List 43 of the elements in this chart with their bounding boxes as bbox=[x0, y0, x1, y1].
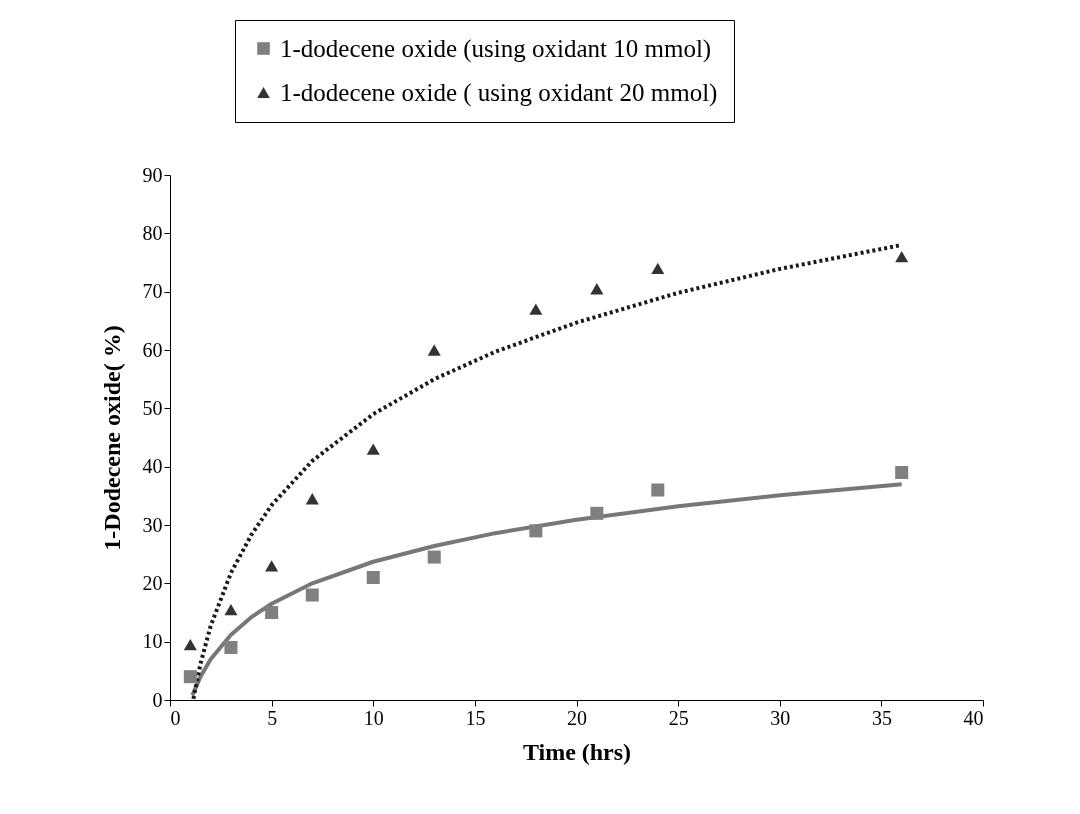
point bbox=[651, 483, 665, 497]
point bbox=[183, 670, 197, 684]
y-tick-label: 20 bbox=[142, 571, 163, 594]
x-tick-label: 0 bbox=[170, 706, 181, 729]
point bbox=[265, 605, 279, 620]
y-tick-label: 30 bbox=[142, 513, 163, 536]
point bbox=[427, 550, 441, 564]
point bbox=[529, 303, 543, 315]
point bbox=[590, 506, 604, 520]
point bbox=[427, 344, 441, 356]
x-tick-label: 10 bbox=[363, 706, 384, 729]
point bbox=[590, 283, 604, 295]
point bbox=[529, 524, 543, 538]
x-tick-label: 15 bbox=[465, 706, 486, 729]
y-tick-label: 90 bbox=[142, 163, 163, 186]
x-axis-title: Time (hrs) bbox=[522, 738, 632, 765]
y-tick-label: 70 bbox=[142, 280, 163, 303]
point bbox=[895, 251, 909, 263]
point bbox=[305, 493, 319, 505]
y-tick-label: 50 bbox=[142, 396, 163, 419]
legend-label: 1-dodecene oxide (using oxidant 10 mmol) bbox=[280, 34, 712, 63]
point bbox=[224, 603, 238, 616]
y-tick-label: 80 bbox=[142, 221, 163, 244]
point bbox=[224, 640, 238, 655]
point bbox=[895, 465, 909, 480]
y-axis-title: 1-Dodecene oxide( %) bbox=[98, 325, 125, 551]
point bbox=[366, 443, 380, 455]
y-tick-label: 60 bbox=[142, 338, 163, 361]
x-tick-label: 40 bbox=[963, 706, 984, 729]
x-tick-label: 30 bbox=[770, 706, 791, 729]
x-tick-label: 35 bbox=[871, 706, 892, 729]
y-tick-label: 0 bbox=[152, 688, 163, 711]
point bbox=[305, 588, 319, 602]
point bbox=[265, 560, 279, 572]
x-tick-label: 25 bbox=[668, 706, 689, 729]
point bbox=[366, 570, 380, 585]
y-tick-label: 40 bbox=[142, 455, 163, 478]
x-tick-label: 20 bbox=[567, 706, 587, 729]
legend-label: 1-dodecene oxide ( using oxidant 20 mmol) bbox=[280, 78, 718, 107]
y-tick-label: 10 bbox=[142, 630, 163, 653]
x-tick-label: 5 bbox=[267, 706, 278, 729]
point bbox=[651, 262, 665, 274]
point bbox=[183, 638, 197, 651]
